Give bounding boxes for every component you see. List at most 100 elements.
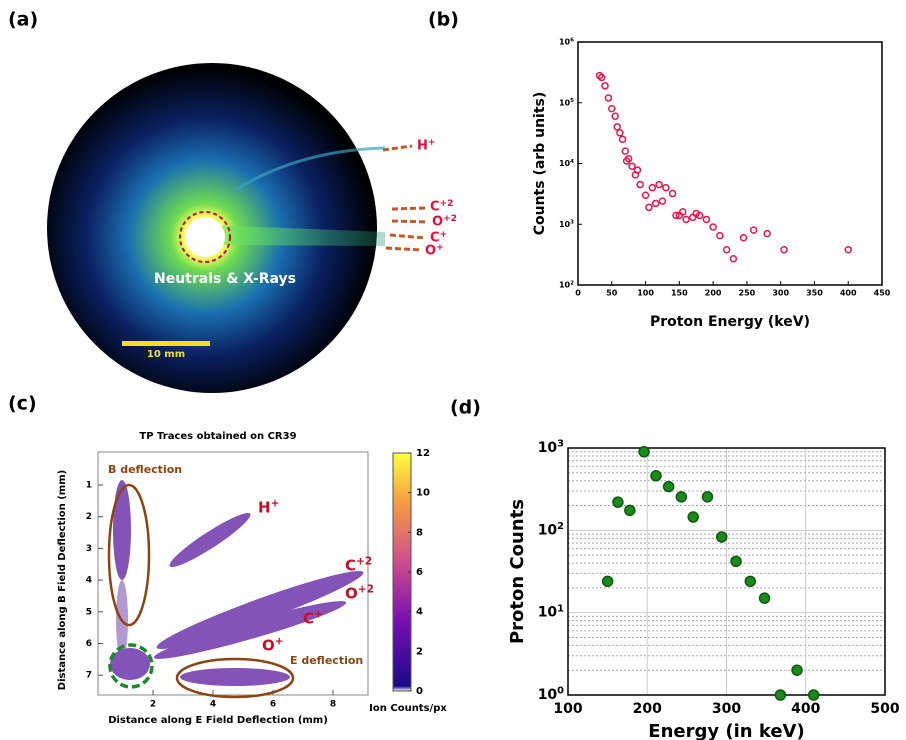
panel-label: (c) [8,393,37,415]
x-tick-label: 50 [606,289,618,298]
data-point [702,215,711,224]
highlight [175,657,295,699]
data-point [608,104,616,113]
data-point [624,504,636,517]
y-tick-label: 103 [538,439,564,456]
colorbar-tick-label: 0 [416,686,423,697]
data-point [758,592,771,604]
data-point [624,154,633,163]
colorbar-label: Ion Counts/px [369,703,447,714]
y-tick-label: 101 [538,603,564,620]
data-point [636,180,644,189]
data-point [658,197,667,205]
scale-bar-label: 10 mm [147,349,185,360]
x-tick-label: 6 [270,700,276,710]
x-tick-label: 150 [671,289,688,298]
data-point [722,246,731,254]
data-point [616,129,624,137]
x-tick-label: 200 [705,289,722,298]
data-point [648,183,657,192]
y-tick-label: 2 [86,512,92,522]
panel-label: (b) [428,9,459,31]
data-point [662,183,670,192]
data-point [655,180,663,189]
highlight [108,643,154,689]
data-point [675,491,688,503]
data-point [729,255,738,263]
y-tick-label: 102 [559,280,574,290]
detector-image [47,63,386,393]
x-tick-label: 300 [712,701,741,717]
ion-label: O+2 [345,583,374,602]
x-tick-label: 300 [772,289,789,298]
y-tick-label: 3 [86,544,92,554]
panel-label: (d) [450,397,481,419]
x-tick-label: 0 [575,289,581,298]
data-point [601,575,614,588]
x-tick-label: 100 [553,701,582,717]
data-point [595,71,604,80]
x-axis-label: Energy (in keV) [648,721,804,740]
y-tick-label: 1 [86,481,92,491]
data-point [618,135,627,144]
data-point [628,162,636,171]
x-tick-label: 100 [637,289,654,298]
ion-traces [110,480,364,686]
ion-label: C+2 [430,198,454,214]
annotation: B deflection [108,463,182,476]
data-point [749,226,758,234]
y-tick-label: 106 [559,37,574,47]
x-axis-label: Distance along E Field Deflection (mm) [108,715,328,726]
data-point [662,480,675,493]
data-point [621,147,630,155]
x-tick-label: 8 [330,700,336,710]
data-point [739,233,748,242]
data-point [668,189,677,198]
x-tick-label: 500 [870,701,899,717]
colorbar-tick-label: 8 [416,527,423,538]
data-point [701,491,714,503]
data-point [807,689,820,701]
data-point [689,213,697,222]
x-tick-label: 250 [739,289,756,298]
x-tick-label: 2 [150,700,156,710]
colorbar-tick-label: 10 [416,488,430,499]
chart-title: TP Traces obtained on CR39 [139,431,296,442]
data-point [730,555,742,568]
ion-leaders [382,144,429,252]
data-point [687,511,699,523]
data-point [844,246,852,254]
y-tick-label: 102 [538,521,564,538]
x-tick-label: 450 [874,289,891,298]
ion-label: O+ [425,242,444,258]
scale-bar [122,341,210,346]
data-point [774,689,787,701]
data-point [763,229,771,238]
data-point [709,223,717,231]
y-tick-label: 7 [86,671,92,681]
data-point [744,575,757,588]
x-tick-label: 4 [210,700,216,710]
data-point [633,166,642,174]
panel-label: (a) [8,9,38,31]
x-axis-label: Proton Energy (keV) [650,314,810,330]
data-point [645,203,653,212]
colorbar-tick-label: 2 [416,646,423,657]
x-tick-label: 400 [791,701,820,717]
data-point [604,94,613,102]
data-point [672,211,680,220]
colorbar-tick-label: 12 [416,448,430,459]
x-tick-label: 350 [806,289,823,298]
y-axis-label: Proton Counts [507,499,528,644]
ion-label: O+2 [432,213,457,229]
y-tick-label: 103 [559,219,574,229]
colorbar-tick-label: 4 [416,607,423,618]
data-point [601,82,609,90]
x-tick-label: 200 [633,701,662,717]
data-point [780,246,788,254]
data-point [716,231,724,240]
data-point [597,73,606,82]
ion-label: H+ [417,137,436,153]
data-point [651,199,660,208]
